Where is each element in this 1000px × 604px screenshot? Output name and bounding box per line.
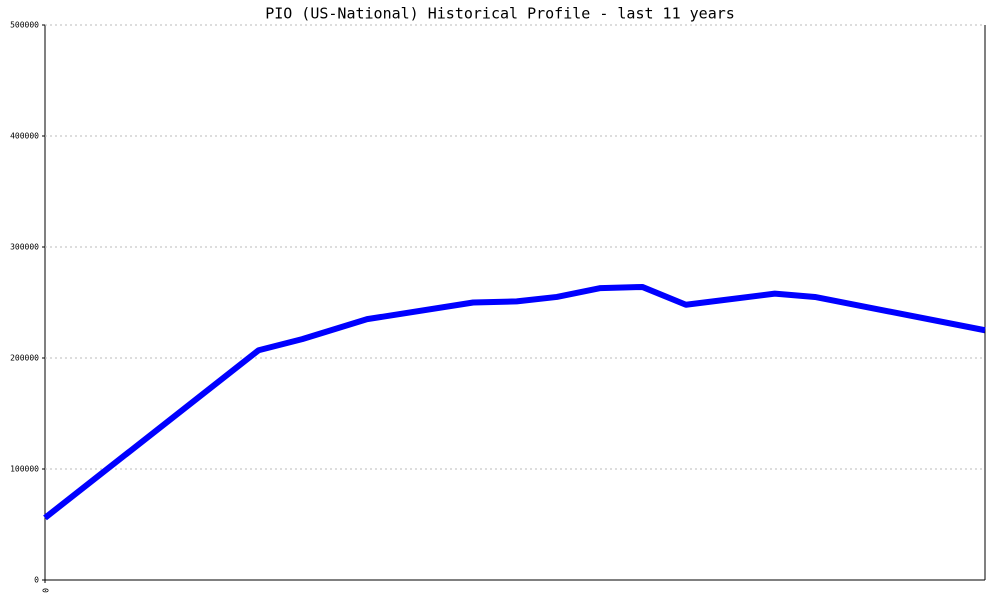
chart-title: PIO (US-National) Historical Profile - l… [265, 5, 735, 23]
y-tick-label: 100000 [10, 465, 39, 474]
y-tick-label: 500000 [10, 21, 39, 30]
y-tick-label: 300000 [10, 243, 39, 252]
x-tick-label: 0 [41, 588, 50, 593]
data-line [43, 283, 986, 521]
y-tick-label: 0 [34, 576, 39, 585]
y-tick-label: 400000 [10, 132, 39, 141]
y-tick-label: 200000 [10, 354, 39, 363]
